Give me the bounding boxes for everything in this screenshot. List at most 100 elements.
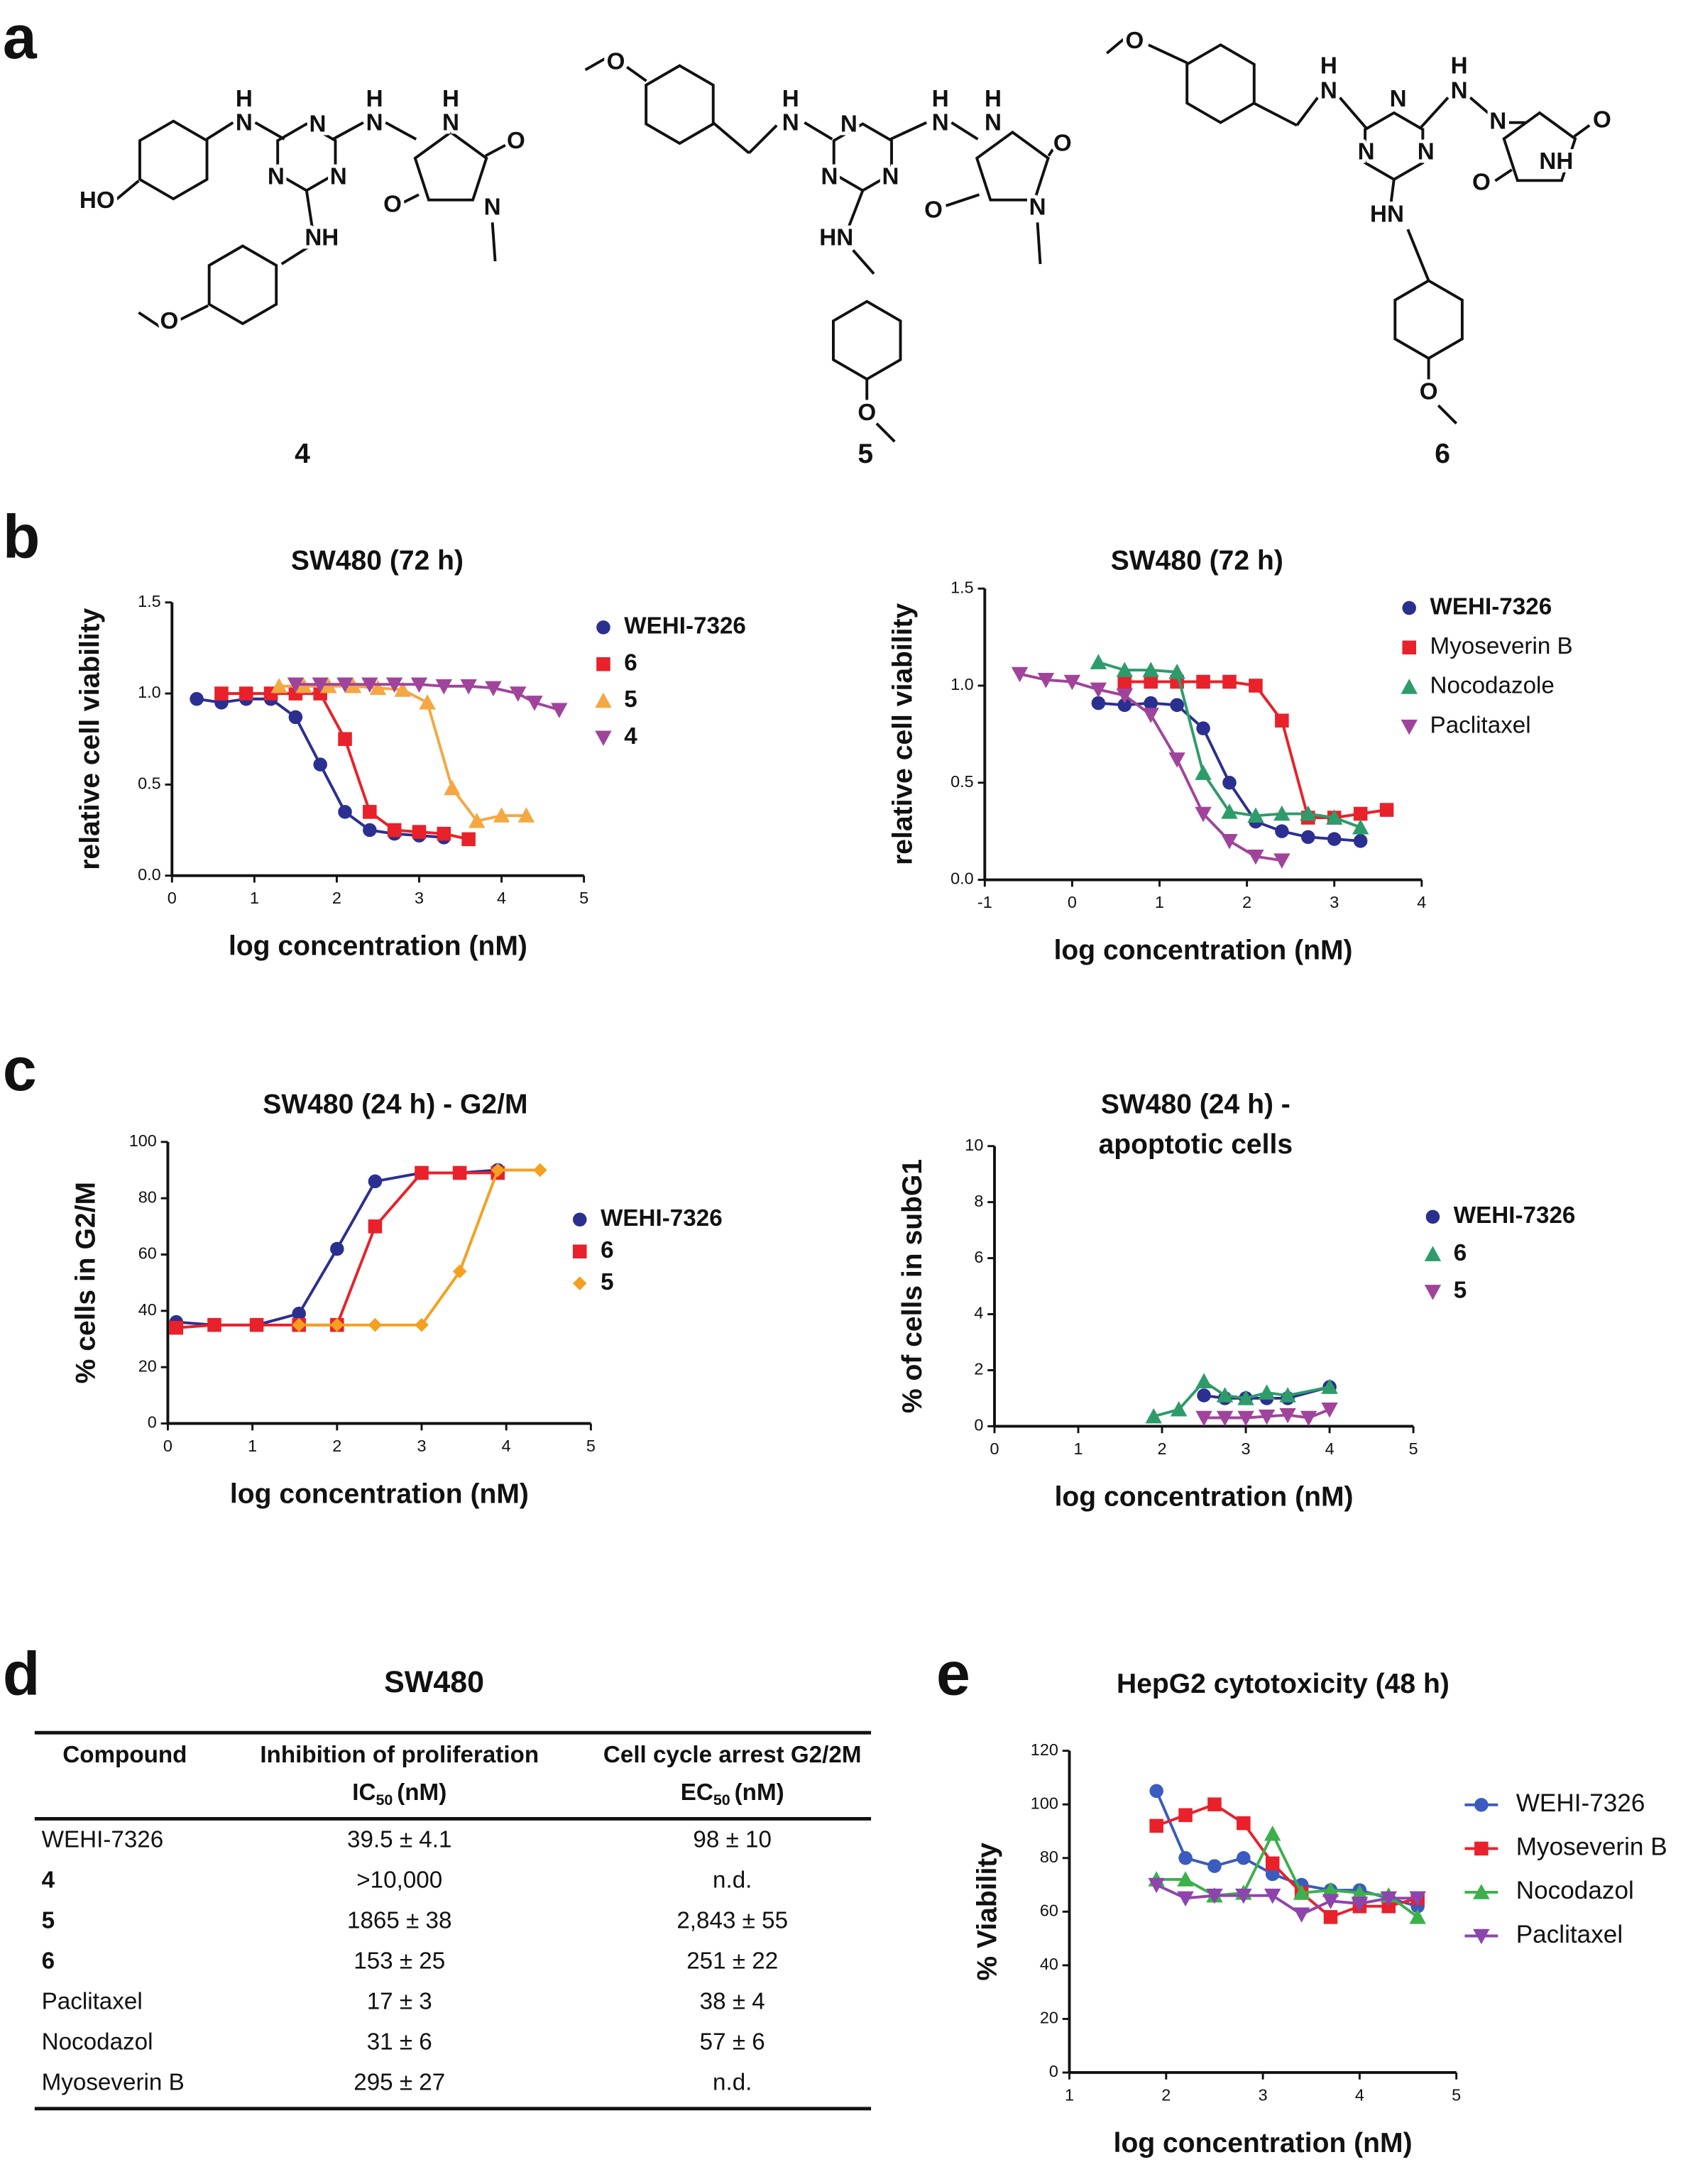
- bond: [138, 311, 160, 328]
- marker: [1195, 1410, 1212, 1427]
- table-cell: 295 ± 27: [354, 2070, 445, 2096]
- panel-label: d: [3, 1640, 40, 1708]
- y-axis-label: relative cell viability: [887, 603, 918, 865]
- bond: [712, 121, 750, 155]
- x-tick-label: 2: [332, 889, 341, 907]
- marker: [1300, 805, 1317, 821]
- marker: [1351, 1897, 1369, 1912]
- marker: [1206, 1888, 1223, 1904]
- atom-label: H: [932, 86, 949, 112]
- atom-label: NH: [305, 225, 339, 251]
- ring: [413, 130, 488, 202]
- marker: [551, 703, 568, 718]
- atom-label: O: [924, 197, 943, 223]
- marker: [1322, 1882, 1339, 1897]
- marker: [207, 1317, 221, 1332]
- y-tick-label: 1.5: [950, 578, 974, 596]
- atom-label: H: [366, 86, 383, 112]
- atom-label: H: [236, 86, 253, 112]
- atom-label: N: [330, 164, 347, 190]
- marker: [415, 1165, 429, 1180]
- x-tick-label: 2: [1161, 2085, 1171, 2104]
- marker: [1237, 1816, 1251, 1831]
- atom-label: N: [932, 109, 949, 136]
- marker: [1117, 674, 1132, 689]
- legend-label: Paclitaxel: [1516, 1921, 1623, 1948]
- table-header-unit: IC50 (nM): [352, 1779, 446, 1809]
- marker: [410, 677, 428, 693]
- marker: [596, 620, 610, 635]
- marker: [1116, 662, 1134, 677]
- marker: [338, 805, 352, 819]
- marker: [1177, 1871, 1194, 1887]
- marker: [1235, 1888, 1252, 1904]
- marker: [1351, 1884, 1369, 1900]
- series-line: [1156, 1803, 1418, 1919]
- ring: [207, 244, 278, 326]
- bond: [180, 304, 209, 321]
- bond: [490, 222, 497, 262]
- table-cell: Nocodazol: [42, 2029, 153, 2056]
- table-cell: WEHI-7326: [42, 1826, 164, 1853]
- compound-number: 4: [295, 439, 310, 469]
- marker: [1380, 1891, 1398, 1907]
- compound-number: 6: [1435, 439, 1450, 469]
- y-tick-label: 80: [1040, 1848, 1058, 1866]
- x-tick-label: 3: [1259, 2085, 1268, 2104]
- table-cell: n.d.: [713, 2070, 752, 2096]
- marker: [1037, 673, 1055, 688]
- atom-label: H: [1320, 53, 1337, 79]
- legend-label: WEHI-7326: [1516, 1789, 1645, 1817]
- table-cell: 251 ± 22: [686, 1948, 778, 1975]
- marker: [1195, 1373, 1212, 1389]
- y-tick-label: 10: [965, 1136, 983, 1154]
- bond: [950, 121, 979, 141]
- table-cell: Myoseverin B: [42, 2070, 185, 2096]
- ring: [1502, 111, 1577, 182]
- marker: [1275, 713, 1289, 728]
- table-cell: 38 ± 4: [700, 1989, 765, 2015]
- atom-label: N: [840, 111, 857, 137]
- marker: [1170, 698, 1184, 713]
- table-header: Cell cycle arrest G2/2M: [603, 1742, 862, 1768]
- atom-label: N: [782, 109, 799, 136]
- marker: [270, 678, 287, 693]
- marker: [1207, 1797, 1222, 1811]
- atom-label: HN: [819, 225, 853, 251]
- chart-title: SW480 (72 h): [1111, 545, 1283, 576]
- x-axis-label: log concentration (nM): [1055, 1481, 1354, 1512]
- panel-label: a: [3, 4, 38, 72]
- atom-label: O: [383, 192, 402, 218]
- ring: [1393, 279, 1464, 361]
- x-tick-label: 5: [586, 1437, 596, 1455]
- bond: [1573, 124, 1591, 138]
- bond: [889, 121, 928, 141]
- atom-label: N: [1451, 77, 1468, 104]
- table-cell: 17 ± 3: [367, 1989, 432, 2015]
- bond: [254, 121, 285, 141]
- marker: [572, 1212, 587, 1227]
- atom-label: H: [782, 86, 799, 112]
- atom-label: NH: [1539, 148, 1573, 175]
- marker: [419, 694, 436, 710]
- marker: [1145, 1407, 1162, 1424]
- ring: [276, 122, 337, 192]
- y-tick-label: 40: [1040, 1955, 1058, 1973]
- y-tick-label: 1.5: [138, 592, 161, 610]
- y-tick-label: 80: [138, 1187, 157, 1206]
- y-tick-label: 8: [974, 1192, 983, 1210]
- bond: [804, 121, 833, 141]
- bond: [280, 246, 309, 265]
- ring: [975, 130, 1050, 202]
- chart-subtitle: apoptotic cells: [1099, 1129, 1293, 1160]
- bond: [1148, 43, 1188, 65]
- legend-label: 6: [624, 649, 637, 676]
- marker: [1144, 674, 1158, 689]
- marker: [1237, 1410, 1254, 1427]
- y-tick-label: 20: [1040, 2009, 1058, 2027]
- marker: [1170, 1401, 1188, 1417]
- marker: [1258, 1409, 1276, 1425]
- table-cell: 2,843 ± 55: [676, 1908, 788, 1934]
- y-tick-label: 4: [974, 1304, 983, 1322]
- chart-title: HepG2 cytotoxicity (48 h): [1117, 1669, 1449, 1699]
